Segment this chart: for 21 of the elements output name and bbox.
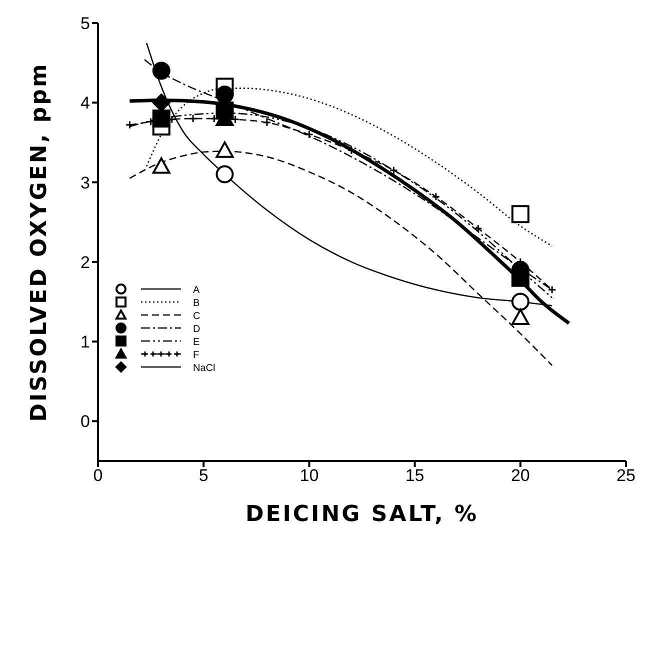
y-axis-title: DISSOLVED OXYGEN, ppm xyxy=(26,62,52,422)
legend-label: A xyxy=(193,285,200,296)
y-tick-label: 5 xyxy=(80,14,90,34)
legend-label: D xyxy=(193,324,200,335)
x-tick-label: 25 xyxy=(616,466,636,486)
x-tick-label: 10 xyxy=(300,466,319,486)
legend-label: F xyxy=(193,350,200,361)
legend-label: B xyxy=(193,298,200,309)
legend-label: C xyxy=(193,311,200,322)
legend-label: NaCl xyxy=(193,363,216,374)
y-tick-label: 3 xyxy=(80,173,90,192)
y-tick-label: 2 xyxy=(80,252,90,272)
y-tick-label: 1 xyxy=(80,332,90,352)
x-tick-label: 0 xyxy=(93,466,103,486)
x-tick-label: 20 xyxy=(510,466,530,486)
x-axis-title: DEICING SALT, % xyxy=(245,502,479,527)
x-tick-label: 5 xyxy=(198,466,208,486)
x-tick-label: 15 xyxy=(405,466,424,486)
y-tick-label: 4 xyxy=(80,94,90,113)
legend-label: E xyxy=(193,337,200,348)
y-tick-label: 0 xyxy=(80,412,90,432)
